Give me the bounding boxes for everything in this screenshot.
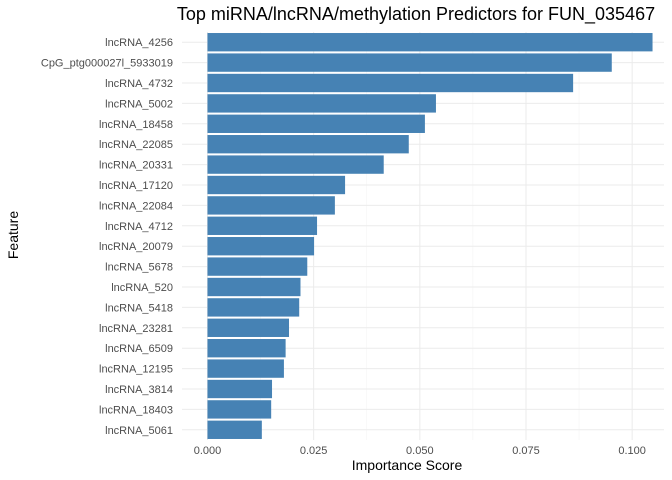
x-tick-label: 0.000	[194, 445, 222, 457]
bar	[207, 155, 384, 174]
y-tick-label: lncRNA_22085	[99, 139, 173, 151]
bar	[207, 420, 262, 439]
x-tick-label: 0.100	[618, 445, 646, 457]
bar	[207, 257, 308, 276]
bar	[207, 175, 346, 195]
bar	[207, 53, 612, 72]
bar	[207, 33, 653, 52]
y-tick-label: lncRNA_520	[111, 282, 173, 294]
bar	[207, 379, 273, 399]
y-tick-label: lncRNA_5002	[105, 98, 173, 110]
y-tick-label: lncRNA_5061	[105, 425, 173, 437]
y-tick-label: lncRNA_22084	[99, 200, 173, 212]
y-axis-title: Feature	[5, 211, 21, 259]
y-tick-label: lncRNA_23281	[99, 323, 173, 335]
y-tick-label: lncRNA_20331	[99, 160, 173, 172]
bar	[207, 359, 284, 378]
y-tick-label: lncRNA_3814	[105, 384, 173, 396]
y-tick-label: lncRNA_18458	[99, 119, 173, 131]
y-tick-label: lncRNA_12195	[99, 364, 173, 376]
y-tick-label: lncRNA_4256	[105, 37, 173, 49]
x-tick-label: 0.025	[300, 445, 328, 457]
x-axis-title: Importance Score	[352, 457, 463, 473]
chart-title: Top miRNA/lncRNA/methylation Predictors …	[177, 4, 655, 25]
y-tick-label: lncRNA_5678	[105, 262, 173, 274]
bar	[207, 318, 290, 337]
bar	[207, 277, 301, 297]
y-tick-labels: lncRNA_4256 CpG_ptg000027l_5933019 lncRNA_…	[41, 37, 173, 437]
bar	[207, 94, 436, 113]
x-tick-labels: 0.000 0.025 0.050 0.075 0.100	[194, 445, 646, 457]
bars	[207, 33, 653, 439]
x-tick-label: 0.050	[406, 445, 434, 457]
bar	[207, 73, 574, 93]
bar	[207, 135, 409, 154]
bar	[207, 114, 425, 133]
bar	[207, 216, 318, 235]
bar	[207, 196, 335, 215]
y-tick-label: lncRNA_6509	[105, 343, 173, 355]
bar	[207, 339, 286, 358]
y-tick-label: lncRNA_4732	[105, 78, 173, 90]
grid	[182, 32, 664, 440]
bar	[207, 400, 272, 419]
y-tick-label: lncRNA_4712	[105, 221, 173, 233]
y-tick-label: CpG_ptg000027l_5933019	[41, 58, 173, 70]
bar	[207, 237, 315, 256]
y-tick-label: lncRNA_17120	[99, 180, 173, 192]
bar	[207, 298, 300, 317]
y-tick-label: lncRNA_18403	[99, 404, 173, 416]
y-tick-label: lncRNA_5418	[105, 302, 173, 314]
y-tick-label: lncRNA_20079	[99, 241, 173, 253]
x-tick-label: 0.075	[512, 445, 540, 457]
